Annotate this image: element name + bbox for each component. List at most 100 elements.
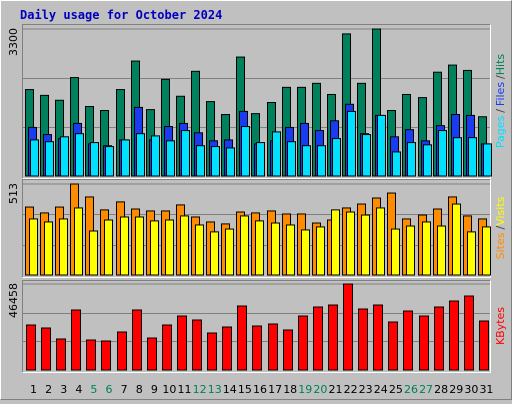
x-tick-label: 16 xyxy=(253,383,267,396)
bar xyxy=(89,230,98,276)
x-tick-label: 30 xyxy=(464,383,478,396)
x-tick-label: 2 xyxy=(45,383,52,396)
bar xyxy=(437,225,446,276)
bar xyxy=(74,207,83,276)
frame-dark xyxy=(22,179,491,278)
bar xyxy=(207,332,217,371)
bar xyxy=(44,221,53,276)
frame-light xyxy=(22,280,491,373)
x-tick-label: 9 xyxy=(151,383,158,396)
bar xyxy=(59,218,68,276)
bar xyxy=(136,133,145,177)
legend-entry: Pages xyxy=(494,116,507,149)
bar xyxy=(403,310,413,371)
bar xyxy=(388,321,398,371)
bar xyxy=(346,211,355,276)
bar xyxy=(195,224,204,276)
bar xyxy=(162,324,172,371)
bar xyxy=(196,145,205,177)
x-tick-label: 11 xyxy=(178,383,192,396)
bar xyxy=(30,139,39,177)
frame-dark xyxy=(22,24,491,179)
legend: Pages/Files/Hits xyxy=(494,54,507,149)
legend-separator: / xyxy=(494,75,507,79)
bar xyxy=(180,215,189,276)
bar xyxy=(286,224,295,276)
frame-dark xyxy=(22,280,491,373)
bar xyxy=(467,231,476,276)
chart-title: Daily usage for October 2024 xyxy=(20,8,222,22)
bar xyxy=(226,147,235,177)
bar xyxy=(358,308,368,371)
bar xyxy=(422,221,431,276)
bar xyxy=(332,138,341,177)
x-tick-label: 23 xyxy=(359,383,373,396)
x-tick-label: 24 xyxy=(374,383,388,396)
bar xyxy=(56,338,66,371)
bar xyxy=(483,143,492,177)
bar xyxy=(362,134,371,177)
bar xyxy=(268,323,278,371)
bar xyxy=(452,203,461,276)
bar xyxy=(252,325,262,371)
x-tick-label: 28 xyxy=(434,383,448,396)
bar xyxy=(29,218,38,276)
x-tick-label: 22 xyxy=(344,383,358,396)
bar xyxy=(434,306,444,371)
x-tick-label: 1 xyxy=(30,383,37,396)
x-tick-label: 10 xyxy=(162,383,176,396)
x-tick-label: 26 xyxy=(404,383,418,396)
bar xyxy=(121,139,130,177)
bar xyxy=(120,216,129,276)
bar xyxy=(86,339,96,371)
x-tick-label: 21 xyxy=(328,383,342,396)
bar xyxy=(302,145,311,177)
y-tick-label: 3300 xyxy=(7,28,20,56)
bar xyxy=(449,300,459,371)
x-tick-label: 6 xyxy=(106,383,113,396)
bar xyxy=(192,319,202,371)
bar xyxy=(105,146,114,177)
bar xyxy=(406,225,415,276)
frame-light xyxy=(22,24,491,179)
bar xyxy=(211,146,220,177)
legend-entry: Hits xyxy=(494,54,507,76)
bar xyxy=(41,327,51,371)
bar xyxy=(90,142,99,177)
bar xyxy=(225,228,234,276)
bar xyxy=(132,309,142,371)
bar xyxy=(135,216,144,276)
x-tick-label: 4 xyxy=(75,383,82,396)
x-tick-label: 17 xyxy=(268,383,282,396)
x-tick-label: 3 xyxy=(60,383,67,396)
bar xyxy=(317,145,326,177)
x-tick-label: 14 xyxy=(223,383,237,396)
bar xyxy=(165,219,174,276)
x-tick-label: 25 xyxy=(389,383,403,396)
x-tick-label: 31 xyxy=(479,383,493,396)
legend: KBytes xyxy=(494,307,507,345)
bar xyxy=(45,141,54,177)
bar xyxy=(343,283,353,371)
bar xyxy=(301,229,310,276)
legend-separator: / xyxy=(494,109,507,113)
bar xyxy=(316,226,325,276)
frame-light xyxy=(22,179,491,278)
bar xyxy=(241,126,250,177)
bar xyxy=(287,141,296,177)
bar xyxy=(331,209,340,276)
bar xyxy=(377,114,386,177)
bar xyxy=(419,315,429,371)
legend-entry: KBytes xyxy=(494,307,507,345)
bar xyxy=(313,306,323,371)
bar xyxy=(298,315,308,371)
x-tick-label: 18 xyxy=(283,383,297,396)
bar xyxy=(60,136,69,177)
bar xyxy=(373,304,383,371)
bar xyxy=(283,329,293,371)
bar xyxy=(256,142,265,177)
bar xyxy=(453,137,462,177)
y-tick-label: 46458 xyxy=(7,283,20,318)
bar xyxy=(26,324,36,371)
